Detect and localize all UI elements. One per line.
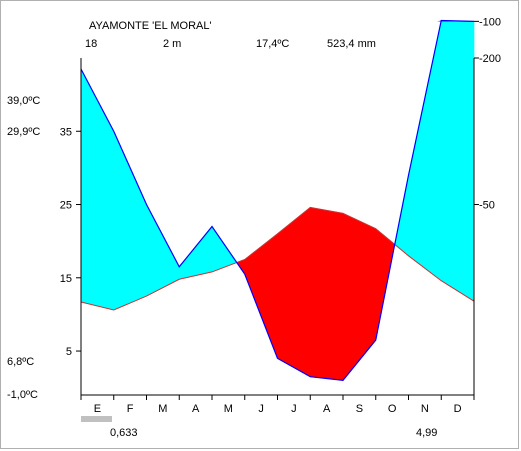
month-label: N — [421, 403, 429, 415]
temp-extreme-min-mean: 6,8ºC — [7, 356, 34, 368]
humid-area-segment — [178, 225, 213, 280]
axes-layer: 5 15 25 35 -50 -100 -200 E F M A M J J A S O N D — [60, 16, 501, 415]
temp-extreme-max-abs: 39,0ºC — [7, 95, 40, 107]
temperature-tick-label: 15 — [60, 273, 72, 285]
precipitation-tick-label: -100 — [479, 16, 501, 28]
header-value-mean-temp: 17,4ºC — [256, 38, 289, 50]
chart-title: AYAMONTE 'EL MORAL' — [89, 20, 212, 32]
header-value-years: 18 — [85, 38, 97, 50]
footer-value-left: 0,633 — [110, 427, 138, 439]
month-label: J — [258, 403, 264, 415]
arid-area-segment — [277, 206, 311, 378]
humid-area-segment — [146, 204, 180, 297]
month-label: D — [454, 403, 462, 415]
header-value-annual-precip: 523,4 mm — [327, 38, 376, 50]
precipitation-line — [80, 19, 475, 381]
month-label: O — [388, 403, 397, 415]
humid-area-segment — [440, 20, 475, 302]
arid-area-segment — [342, 212, 377, 382]
temperature-tick-label: 5 — [66, 346, 72, 358]
temp-extreme-min-abs: -1,0ºC — [7, 389, 38, 401]
temperature-line — [80, 206, 475, 311]
month-label: A — [192, 403, 200, 415]
month-label: F — [127, 403, 134, 415]
month-label: E — [94, 403, 101, 415]
arid-area-segment — [309, 207, 344, 381]
month-label: M — [158, 403, 167, 415]
superhumid-area-segment — [437, 20, 442, 22]
temp-extreme-max-mean: 29,9ºC — [7, 126, 40, 138]
area-layer — [80, 20, 475, 382]
arid-area-segment — [244, 233, 278, 359]
temperature-tick-label: 25 — [60, 200, 72, 212]
month-label: M — [224, 403, 233, 415]
precipitation-tick-label: -200 — [479, 53, 501, 65]
humid-area-segment — [211, 225, 238, 273]
footer-value-right: 4,99 — [416, 427, 437, 439]
humid-area-segment — [80, 68, 115, 311]
month-label: J — [291, 403, 297, 415]
temperature-tick-label: 35 — [60, 126, 72, 138]
precipitation-tick-label: -50 — [479, 200, 495, 212]
month-label: A — [323, 403, 331, 415]
header-value-altitude: 2 m — [163, 38, 181, 50]
month-label: S — [356, 403, 363, 415]
line-layer — [80, 19, 475, 381]
humid-area-segment — [113, 131, 147, 311]
footer-bar — [81, 416, 112, 422]
